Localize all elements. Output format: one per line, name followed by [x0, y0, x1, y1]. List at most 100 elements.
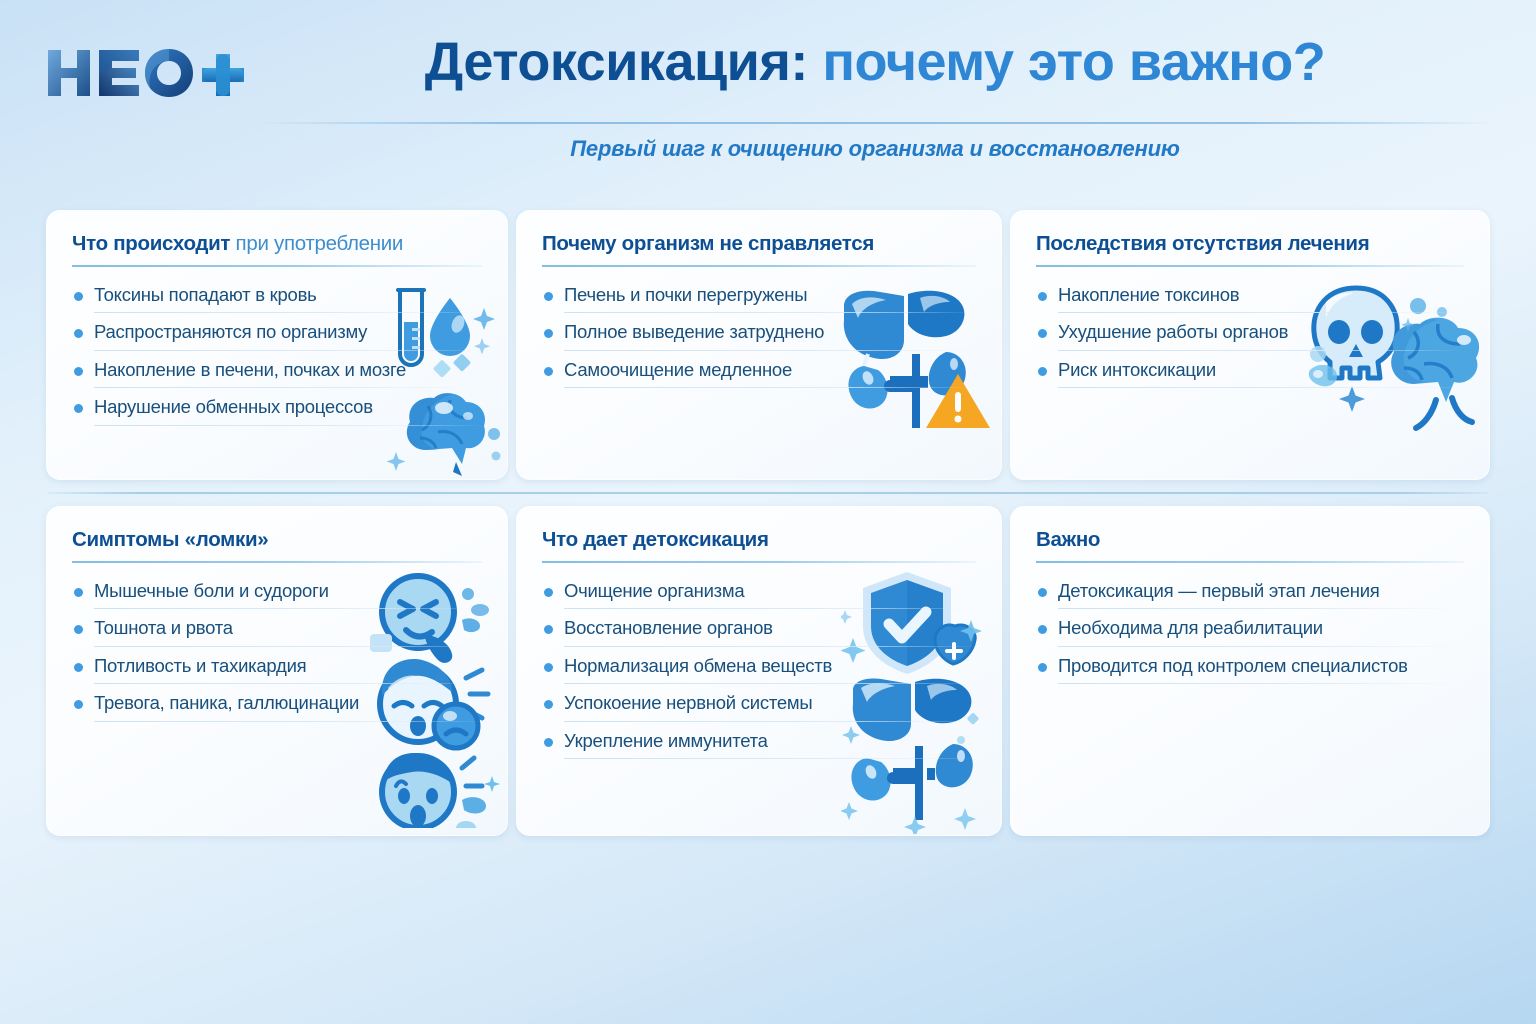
bullet-icon: [544, 292, 553, 301]
card-header: Почему организм не справляется: [516, 210, 1002, 267]
bullet-icon: [544, 737, 553, 747]
list-item-label: Накопление в печени, почках и мозге: [94, 358, 407, 380]
logo-mark: [48, 49, 244, 97]
item-underline: [564, 683, 976, 685]
list-item[interactable]: Тошнота и рвота: [72, 614, 482, 647]
card-consequences[interactable]: Последствия отсутствия лечения Накоплени…: [1010, 210, 1490, 480]
item-underline: [564, 758, 976, 760]
list-item[interactable]: Полное выведение затруднено: [542, 318, 976, 351]
list-item[interactable]: Проводится под контролем специалистов: [1036, 652, 1464, 685]
list-item-label: Ухудшение работы органов: [1058, 321, 1289, 343]
list-item[interactable]: Восстановление органов: [542, 614, 976, 647]
item-underline: [94, 720, 482, 722]
list-item[interactable]: Нарушение обменных процессов: [72, 393, 482, 426]
card-title-underline: [72, 265, 482, 267]
card-list: Токсины попадают в кровь Распространяютс…: [46, 267, 508, 426]
title-light: почему это важно?: [807, 32, 1326, 92]
list-item[interactable]: Потливость и тахикардия: [72, 652, 482, 685]
card-title-underline: [542, 561, 976, 563]
bullet-icon: [1038, 625, 1047, 635]
list-item-label: Самоочищение медленное: [564, 358, 792, 380]
card-title-strong: Симптомы «ломки»: [72, 528, 269, 551]
card-list: Накопление токсинов Ухудшение работы орг…: [1010, 267, 1490, 389]
list-item-label: Мышечные боли и судороги: [94, 580, 329, 601]
list-item-label: Тошнота и рвота: [94, 617, 233, 639]
list-item-label: Риск интоксикации: [1058, 358, 1216, 380]
item-underline: [564, 645, 976, 647]
card-title-strong: Почему организм не справляется: [542, 232, 875, 255]
item-underline: [564, 312, 976, 314]
item-underline: [1058, 645, 1464, 647]
card-header: Симптомы «ломки»: [46, 506, 508, 563]
item-underline: [1058, 387, 1464, 389]
shocked-face-icon: [379, 753, 500, 828]
header-divider: [255, 122, 1495, 124]
bullet-icon: [544, 700, 553, 710]
bullet-icon: [544, 588, 553, 597]
cards-row-bottom: Симптомы «ломки» Мышечные боли и судорог…: [46, 506, 1490, 836]
card-title-underline: [72, 561, 482, 563]
bullet-icon: [544, 625, 553, 635]
item-underline: [94, 312, 482, 314]
page-header: Детоксикация: почему это важно? Первый ш…: [0, 0, 1536, 185]
list-item[interactable]: Мышечные боли и судороги: [72, 577, 482, 610]
list-item[interactable]: Накопление токсинов: [1036, 281, 1464, 314]
list-item[interactable]: Распространяются по организму: [72, 318, 482, 351]
list-item-label: Тревога, паника, галлюцинации: [94, 692, 360, 714]
list-item[interactable]: Детоксикация — первый этап лечения: [1036, 577, 1464, 610]
list-item[interactable]: Успокоение нервной системы: [542, 689, 976, 722]
list-item[interactable]: Ухудшение работы органов: [1036, 318, 1464, 351]
card-list: Очищение организма Восстановление органо…: [516, 563, 1002, 760]
cards-grid: Что происходит при употреблении Токсины …: [46, 210, 1490, 836]
item-underline: [94, 387, 482, 389]
item-underline: [94, 608, 482, 610]
card-list: Детоксикация — первый этап лечения Необх…: [1010, 563, 1490, 685]
list-item[interactable]: Укрепление иммунитета: [542, 727, 976, 760]
item-underline: [564, 720, 976, 722]
card-title-underline: [1036, 561, 1464, 563]
list-item[interactable]: Тревога, паника, галлюцинации: [72, 689, 482, 722]
card-withdrawal-symptoms[interactable]: Симптомы «ломки» Мышечные боли и судорог…: [46, 506, 508, 836]
item-underline: [94, 645, 482, 647]
bullet-icon: [1038, 662, 1047, 672]
list-item-label: Детоксикация — первый этап лечения: [1058, 580, 1380, 601]
bullet-icon: [74, 700, 83, 710]
card-why-body-fails[interactable]: Почему организм не справляется Печень и …: [516, 210, 1002, 480]
list-item[interactable]: Печень и почки перегружены: [542, 281, 976, 314]
item-underline: [1058, 683, 1464, 685]
card-header: Последствия отсутствия лечения: [1010, 210, 1490, 267]
list-item-label: Распространяются по организму: [94, 321, 368, 343]
list-item[interactable]: Необходима для реабилитации: [1036, 614, 1464, 647]
card-title-strong: Что дает детоксикация: [542, 528, 769, 551]
card-what-happens[interactable]: Что происходит при употреблении Токсины …: [46, 210, 508, 480]
list-item[interactable]: Очищение организма: [542, 577, 976, 610]
card-detox-benefits[interactable]: Что дает детоксикация Очищение организма…: [516, 506, 1002, 836]
item-underline: [94, 349, 482, 351]
item-underline: [564, 349, 976, 351]
list-item-label: Укрепление иммунитета: [564, 729, 768, 751]
card-title-underline: [1036, 265, 1464, 267]
cards-row-top: Что происходит при употреблении Токсины …: [46, 210, 1490, 480]
list-item[interactable]: Риск интоксикации: [1036, 356, 1464, 389]
list-item-label: Полное выведение затруднено: [564, 321, 825, 343]
list-item[interactable]: Токсины попадают в кровь: [72, 281, 482, 314]
list-item[interactable]: Накопление в печени, почках и мозге: [72, 356, 482, 389]
bullet-icon: [74, 404, 83, 414]
list-item[interactable]: Самоочищение медленное: [542, 356, 976, 389]
list-item-label: Восстановление органов: [564, 617, 773, 639]
bullet-icon: [74, 662, 83, 672]
list-item-label: Накопление токсинов: [1058, 284, 1240, 305]
list-item-label: Токсины попадают в кровь: [94, 284, 317, 305]
card-list: Мышечные боли и судороги Тошнота и рвота…: [46, 563, 508, 722]
bullet-icon: [74, 366, 83, 376]
bullet-icon: [544, 329, 553, 339]
card-title-light: при употреблении: [230, 232, 404, 255]
card-title-strong: Важно: [1036, 528, 1101, 551]
list-item[interactable]: Нормализация обмена веществ: [542, 652, 976, 685]
list-item-label: Проводится под контролем специалистов: [1058, 654, 1408, 676]
card-important[interactable]: Важно Детоксикация — первый этап лечения…: [1010, 506, 1490, 836]
list-item-label: Очищение организма: [564, 580, 745, 601]
bullet-icon: [544, 662, 553, 672]
item-underline: [564, 608, 976, 610]
card-header: Что происходит при употреблении: [46, 210, 508, 267]
